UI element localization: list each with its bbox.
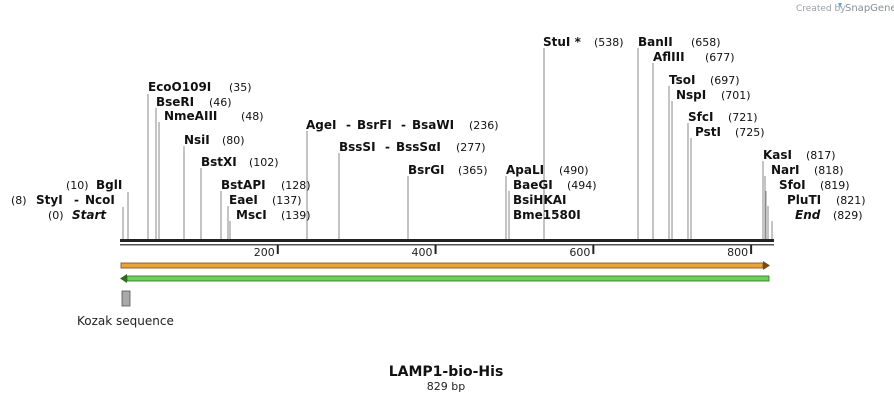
site-pos-kasi: (817) — [806, 149, 836, 162]
site-name-nmeaiii: NmeAIII — [164, 109, 217, 123]
tick-label-800: 800 — [727, 246, 748, 259]
site-pos-banii: (658) — [691, 36, 721, 49]
site-name-nari: NarI — [771, 163, 800, 177]
site-sep-styi: - — [74, 193, 79, 207]
site-pos-start: (0) — [48, 209, 64, 222]
ruler-ticks: 200 400 600 800 — [254, 245, 753, 259]
site-pos-eco0109i: (35) — [229, 81, 252, 94]
site-name-eco0109i: EcoO109I — [148, 80, 211, 94]
site-name-stui: StuI * — [543, 35, 582, 49]
feature-green-arrow[interactable] — [120, 274, 770, 283]
site-name-pluti: PluTI — [787, 193, 821, 207]
tick-label-600: 600 — [569, 246, 590, 259]
site-pos-apali: (490) — [559, 164, 589, 177]
site-pos-bgli: (10) — [66, 179, 89, 192]
site-name-end: End — [795, 208, 821, 222]
site-name-nsii: NsiI — [184, 133, 210, 147]
site-name-nspi: NspI — [676, 88, 706, 102]
site-name-bsihkai: BsiHKAI — [513, 193, 567, 207]
site-name-start: Start — [72, 208, 107, 222]
site-pos-nmeaiii: (48) — [241, 110, 264, 123]
site-name-bsssi: BssSI — [339, 140, 376, 154]
site-pos-tsoi: (697) — [710, 74, 740, 87]
site-name-psti: PstI — [695, 125, 721, 139]
site-pos-eaei: (137) — [272, 194, 302, 207]
site-name-eaei: EaeI — [229, 193, 258, 207]
tick-label-400: 400 — [412, 246, 433, 259]
site-pos-nsii: (80) — [222, 134, 245, 147]
site-pos-styi: (8) — [11, 194, 27, 207]
credit-prefix: Created by — [796, 4, 846, 14]
site-name-bsrgi: BsrGI — [408, 163, 445, 177]
site-name-bsawi: BsaWI — [412, 118, 454, 132]
site-name-agei: AgeI — [306, 118, 336, 132]
site-sep-bsssi: - — [385, 140, 390, 154]
site-pos-pluti: (821) — [836, 194, 866, 207]
site-pos-bstapi: (128) — [281, 179, 311, 192]
site-name-bgli: BglI — [96, 178, 122, 192]
map-length: 829 bp — [427, 380, 465, 393]
feature-orange-arrow[interactable] — [120, 261, 770, 270]
site-pos-beri: (46) — [209, 96, 232, 109]
site-name-bstapi: BstAPI — [221, 178, 266, 192]
site-name-apali: ApaLI — [506, 163, 544, 177]
site-name-msci: MscI — [236, 208, 267, 222]
site-pos-msci: (139) — [281, 209, 311, 222]
tick-label-200: 200 — [254, 246, 275, 259]
site-name-bsrfi: BsrFI — [357, 118, 392, 132]
site-name-afliii: AflIII — [653, 50, 685, 64]
sequence-backbone — [120, 239, 774, 246]
site-pos-end: (829) — [833, 209, 863, 222]
site-pos-bsrgi: (365) — [458, 164, 488, 177]
kozak-feature-label: Kozak sequence — [77, 314, 174, 328]
site-name-sfci: SfcI — [688, 110, 713, 124]
site-name-bsssai: BssSαI — [396, 140, 441, 154]
site-pos-bsssi: (277) — [456, 141, 486, 154]
kozak-feature-box[interactable] — [121, 290, 131, 307]
credit-brand: SnapGene — [845, 3, 894, 14]
site-pos-sfci: (721) — [728, 111, 758, 124]
site-pos-nspi: (701) — [721, 89, 751, 102]
site-name-bstxi: BstXI — [201, 155, 237, 169]
cut-site-lines — [122, 48, 773, 240]
snapgene-logo-icon — [838, 3, 842, 8]
site-pos-psti: (725) — [735, 126, 765, 139]
site-pos-baegi: (494) — [567, 179, 597, 192]
map-title: LAMP1-bio-His — [389, 364, 504, 380]
site-name-baegi: BaeGI — [513, 178, 553, 192]
site-name-kasi: KasI — [763, 148, 792, 162]
site-name-banii: BanII — [638, 35, 673, 49]
site-pos-afliii: (677) — [705, 51, 735, 64]
site-name-bme1580i: Bme1580I — [513, 208, 581, 222]
site-pos-sfoi: (819) — [820, 179, 850, 192]
site-name-ncoi: NcoI — [85, 193, 115, 207]
site-sep-agei-2: - — [401, 118, 406, 132]
site-name-styi: StyI — [36, 193, 63, 207]
site-name-tsoi: TsoI — [669, 73, 695, 87]
site-pos-nari: (818) — [814, 164, 844, 177]
site-name-beri: BseRI — [156, 95, 194, 109]
site-pos-agei: (236) — [469, 119, 499, 132]
site-pos-stui: (538) — [594, 36, 624, 49]
site-pos-bstxi: (102) — [249, 156, 279, 169]
site-sep-agei-1: - — [346, 118, 351, 132]
site-name-sfoi: SfoI — [779, 178, 806, 192]
